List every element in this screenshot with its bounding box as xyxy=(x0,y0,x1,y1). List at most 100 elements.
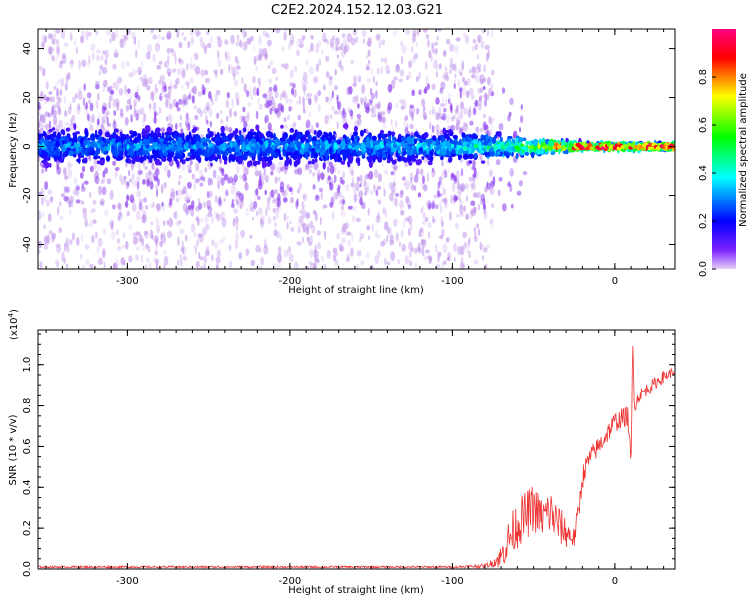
noise-speckle xyxy=(314,95,318,104)
noise-speckle xyxy=(401,44,407,54)
noise-speckle xyxy=(116,102,119,109)
noise-speckle xyxy=(446,257,450,262)
noise-speckle xyxy=(460,168,464,177)
noise-speckle xyxy=(472,206,477,214)
noise-speckle xyxy=(184,196,187,202)
noise-speckle xyxy=(407,71,412,79)
carrier-cell xyxy=(647,146,653,151)
signal-cell xyxy=(355,157,361,164)
noise-speckle xyxy=(277,261,281,269)
noise-speckle xyxy=(346,32,352,43)
noise-speckle xyxy=(368,170,374,180)
noise-speckle xyxy=(439,63,442,70)
noise-speckle xyxy=(313,260,316,268)
signal-cell xyxy=(208,130,214,138)
noise-speckle xyxy=(200,265,204,269)
noise-speckle xyxy=(460,62,465,72)
noise-speckle xyxy=(292,83,296,89)
y-tick-label: 0 xyxy=(22,143,33,149)
signal-cell xyxy=(366,156,371,160)
signal-cell xyxy=(99,159,105,166)
noise-speckle xyxy=(138,202,143,211)
noise-speckle xyxy=(147,245,151,253)
noise-speckle xyxy=(262,30,268,36)
noise-speckle xyxy=(228,176,234,184)
signal-cell xyxy=(206,138,210,143)
signal-cell xyxy=(54,154,58,160)
noise-speckle xyxy=(440,103,446,107)
noise-speckle xyxy=(203,45,208,52)
noise-speckle xyxy=(216,112,219,119)
signal-cell xyxy=(62,152,65,160)
noise-speckle xyxy=(40,113,45,124)
noise-speckle xyxy=(243,115,249,123)
noise-speckle xyxy=(362,29,367,38)
noise-speckle xyxy=(128,97,132,107)
noise-speckle xyxy=(389,239,395,246)
noise-speckle xyxy=(89,263,94,269)
noise-speckle xyxy=(441,229,445,237)
noise-speckle xyxy=(126,61,130,67)
noise-speckle xyxy=(179,253,183,263)
noise-speckle xyxy=(173,210,178,220)
noise-speckle xyxy=(292,122,297,127)
noise-speckle xyxy=(403,117,406,127)
noise-speckle xyxy=(306,236,311,243)
noise-speckle xyxy=(435,48,438,54)
noise-speckle xyxy=(204,224,208,235)
noise-speckle xyxy=(178,122,183,128)
noise-speckle xyxy=(205,101,211,111)
noise-speckle xyxy=(295,100,301,105)
carrier-cell xyxy=(587,143,593,148)
noise-speckle xyxy=(344,230,349,236)
noise-speckle xyxy=(491,203,495,208)
noise-speckle xyxy=(446,251,452,261)
noise-speckle xyxy=(337,168,341,175)
noise-speckle xyxy=(296,188,301,194)
noise-speckle xyxy=(456,190,462,197)
noise-speckle xyxy=(166,30,172,40)
spectrogram-marks xyxy=(38,29,675,269)
noise-speckle xyxy=(130,118,133,123)
noise-speckle xyxy=(453,257,456,262)
figure-title: C2E2.2024.152.12.03.G21 xyxy=(271,3,443,18)
y-tick-label: -20 xyxy=(22,187,33,203)
noise-speckle xyxy=(495,159,501,166)
noise-speckle xyxy=(288,220,292,225)
noise-speckle xyxy=(145,257,150,263)
noise-speckle xyxy=(71,198,74,208)
noise-speckle xyxy=(334,68,338,76)
noise-speckle xyxy=(486,29,490,37)
signal-cell xyxy=(304,151,309,158)
noise-speckle xyxy=(490,29,494,39)
noise-speckle xyxy=(89,165,94,173)
noise-speckle xyxy=(471,94,475,100)
noise-speckle xyxy=(454,63,457,73)
noise-speckle xyxy=(131,203,137,213)
signal-cell xyxy=(449,130,454,137)
noise-speckle xyxy=(360,174,363,184)
noise-speckle xyxy=(361,84,365,95)
noise-speckle xyxy=(323,263,327,269)
noise-speckle xyxy=(302,96,305,107)
signal-cell xyxy=(470,145,475,153)
noise-speckle xyxy=(195,66,201,75)
noise-speckle xyxy=(321,48,324,55)
noise-speckle xyxy=(409,249,412,259)
noise-speckle xyxy=(217,50,220,59)
noise-speckle xyxy=(75,186,80,197)
noise-speckle xyxy=(270,106,275,111)
noise-speckle xyxy=(257,207,263,216)
noise-speckle xyxy=(301,209,307,219)
noise-speckle xyxy=(374,255,379,265)
noise-speckle xyxy=(459,90,462,99)
noise-speckle xyxy=(219,168,225,174)
noise-speckle xyxy=(411,112,415,122)
noise-speckle xyxy=(320,191,323,200)
noise-speckle xyxy=(305,119,311,129)
signal-cell xyxy=(268,148,274,152)
noise-speckle xyxy=(267,122,272,131)
noise-speckle xyxy=(305,163,310,171)
noise-speckle xyxy=(84,218,88,227)
noise-speckle xyxy=(131,172,135,180)
